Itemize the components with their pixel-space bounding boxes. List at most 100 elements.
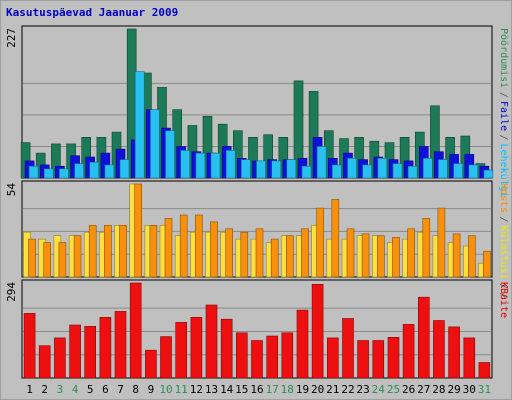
bar-bottom-kbaite-day-5: KBaite 5: 160 (84, 325, 96, 379)
bar-bottom-kbaite-day-10: KBaite 10: 128 (160, 336, 172, 379)
bar-top-lehekülgi-day-1: Lehekülgi 1: 18 (28, 165, 39, 179)
x-tick-label-day-9: 9 (148, 383, 155, 396)
bar-top-lehekülgi-day-27: Lehekülgi 27: 30 (422, 158, 433, 179)
bar-middle-hosts-day-26: Hosts 26: 28 (407, 228, 415, 278)
bar-bottom-kbaite-day-16: KBaite 16: 116 (251, 340, 263, 379)
bar-bottom-kbaite-day-27: KBaite 27: 250 (417, 296, 430, 379)
bar-middle-hosts-day-4: Hosts 4: 24 (73, 235, 82, 278)
x-tick-label-day-2: 2 (41, 383, 48, 396)
x-tick-label-day-15: 15 (235, 383, 248, 396)
bar-middle-hosts-day-6: Hosts 6: 30 (104, 225, 112, 278)
panel-top-max-label: 227 (5, 28, 18, 48)
bar-top-lehekülgi-day-6: Lehekülgi 6: 20 (104, 164, 115, 179)
x-axis-day-labels: 1 2 3 4 5 6 7 8 9 10 11 12 13 14 15 16 17 18 19 20 21 22 23 24 2… (26, 383, 491, 396)
bar-middle-hosts-day-17: Hosts 17: 22 (270, 238, 279, 278)
panel-top-axis-label-0: Pöördumisi (498, 28, 509, 88)
x-tick-label-day-8: 8 (132, 383, 139, 396)
bar-top-lehekülgi-day-4: Lehekülgi 4: 22 (74, 163, 84, 179)
x-tick-label-day-18: 18 (281, 383, 294, 396)
bar-bottom-kbaite-day-20: KBaite 20: 290 (311, 283, 324, 379)
x-tick-label-day-31: 31 (478, 383, 491, 396)
bar-bottom-kbaite-day-3: KBaite 3: 124 (54, 337, 66, 379)
x-tick-label-day-1: 1 (26, 383, 33, 396)
bar-middle-hosts-day-27: Hosts 27: 34 (422, 218, 431, 278)
x-tick-label-day-30: 30 (463, 383, 476, 396)
bar-top-lehekülgi-day-25: Lehekülgi 25: 22 (392, 163, 403, 179)
panel-middle-axis-separator: / (498, 283, 509, 289)
bar-middle-hosts-day-13: Hosts 13: 32 (210, 221, 218, 278)
bar-top-lehekülgi-day-29: Lehekülgi 29: 22 (453, 163, 463, 179)
bar-bottom-kbaite-day-4: KBaite 4: 164 (69, 324, 81, 379)
bar-middle-hosts-day-1: Hosts 1: 22 (28, 238, 36, 278)
bar-top-lehekülgi-day-23: Lehekülgi 23: 20 (362, 164, 372, 179)
x-tick-label-day-14: 14 (220, 383, 234, 396)
panel-top-axis-separator: / (498, 135, 509, 141)
bar-middle-hosts-day-10: Hosts 10: 34 (164, 218, 173, 278)
chart-title: Kasutuspäevad Jaanuar 2009 (6, 6, 178, 19)
panel-bottom-axis-label-0: KBaite (498, 282, 509, 318)
x-tick-label-day-17: 17 (266, 383, 279, 396)
panel-top-axis-label-2: Lehekülgi (498, 144, 509, 198)
bar-middle-hosts-day-25: Hosts 25: 23 (392, 237, 400, 278)
bar-top-lehekülgi-day-16: Lehekülgi 16: 26 (256, 160, 266, 179)
x-tick-label-day-24: 24 (372, 383, 386, 396)
bar-top-lehekülgi-day-20: Lehekülgi 20: 48 (316, 146, 327, 179)
bar-middle-hosts-day-5: Hosts 5: 30 (88, 225, 97, 278)
bar-top-lehekülgi-day-15: Lehekülgi 15: 28 (241, 159, 251, 179)
x-tick-label-day-27: 27 (417, 383, 430, 396)
x-tick-label-day-25: 25 (387, 383, 400, 396)
x-tick-label-day-7: 7 (117, 383, 124, 396)
bar-top-lehekülgi-day-9: Lehekülgi 9: 104 (150, 109, 160, 179)
bar-middle-hosts-day-28: Hosts 28: 40 (437, 207, 446, 278)
bar-top-lehekülgi-day-28: Lehekülgi 28: 28 (438, 159, 448, 179)
bar-top-lehekülgi-day-18: Lehekülgi 18: 28 (286, 159, 297, 179)
bar-bottom-kbaite-day-7: KBaite 7: 206 (114, 311, 127, 379)
x-tick-label-day-26: 26 (402, 383, 415, 396)
bar-top-lehekülgi-day-10: Lehekülgi 10: 72 (165, 130, 175, 179)
bar-top-lehekülgi-day-12: Lehekülgi 12: 38 (195, 152, 206, 179)
bar-middle-hosts-day-24: Hosts 24: 24 (376, 235, 385, 278)
bar-middle-hosts-day-12: Hosts 12: 36 (195, 214, 203, 278)
bar-middle-hosts-day-3: Hosts 3: 20 (58, 242, 67, 278)
bar-top-lehekülgi-day-22: Lehekülgi 22: 30 (347, 158, 357, 179)
bar-middle-hosts-day-8: Hosts 8: 58 (134, 183, 142, 278)
bar-bottom-kbaite-day-19: KBaite 19: 210 (296, 309, 309, 379)
bar-bottom-kbaite-day-1: KBaite 1: 200 (23, 313, 36, 379)
bar-middle-hosts-day-9: Hosts 9: 30 (149, 225, 158, 278)
panel-middle-axis-label-2: / (498, 292, 509, 298)
bar-middle-hosts-day-22: Hosts 22: 28 (346, 228, 355, 278)
panel-middle-max-label: 54 (5, 183, 18, 197)
bar-bottom-kbaite-day-31: KBaite 31: 48 (478, 362, 491, 379)
bar-bottom-kbaite-day-9: KBaite 9: 86 (145, 349, 157, 379)
bar-bottom-kbaite-day-8: KBaite 8: 294 (129, 282, 142, 379)
bar-top-lehekülgi-day-3: Lehekülgi 3: 14 (59, 168, 69, 179)
bar-bottom-kbaite-day-22: KBaite 22: 184 (342, 318, 354, 379)
x-tick-label-day-11: 11 (175, 383, 188, 396)
x-tick-label-day-29: 29 (447, 383, 460, 396)
panel-top-axis-separator: / (498, 92, 509, 98)
bar-bottom-kbaite-day-2: KBaite 2: 100 (38, 345, 51, 379)
panel-middle-axis-label-1: Külastusi (498, 226, 509, 280)
x-tick-label-day-10: 10 (159, 383, 172, 396)
bar-bottom-kbaite-day-13: KBaite 13: 226 (205, 304, 218, 379)
x-tick-label-day-4: 4 (72, 383, 79, 396)
bar-top-lehekülgi-day-24: Lehekülgi 24: 30 (377, 158, 388, 179)
bar-top-lehekülgi-day-21: Lehekülgi 21: 20 (331, 164, 342, 179)
bar-middle-hosts-day-11: Hosts 11: 36 (179, 214, 188, 278)
panel-bottom: 294 KBaite 1: 200KBaite 2: 100KBaite 3: 1… (5, 279, 509, 379)
x-tick-label-day-20: 20 (311, 383, 324, 396)
bar-top-lehekülgi-day-17: Lehekülgi 17: 26 (271, 160, 282, 179)
x-tick-label-day-6: 6 (102, 383, 109, 396)
bar-top-lehekülgi-day-14: Lehekülgi 14: 42 (225, 150, 236, 179)
x-tick-label-day-19: 19 (296, 383, 309, 396)
x-tick-label-day-12: 12 (190, 383, 203, 396)
bar-top-lehekülgi-day-26: Lehekülgi 26: 18 (407, 165, 418, 179)
x-tick-label-day-21: 21 (326, 383, 339, 396)
x-tick-label-day-3: 3 (57, 383, 64, 396)
panel-top-axis-label-1: Faile (498, 101, 509, 131)
bar-top-lehekülgi-day-13: Lehekülgi 13: 38 (210, 152, 221, 179)
panel-bottom-max-label: 294 (5, 282, 18, 302)
bar-bottom-kbaite-day-15: KBaite 15: 140 (236, 332, 248, 379)
x-tick-label-day-23: 23 (356, 383, 369, 396)
